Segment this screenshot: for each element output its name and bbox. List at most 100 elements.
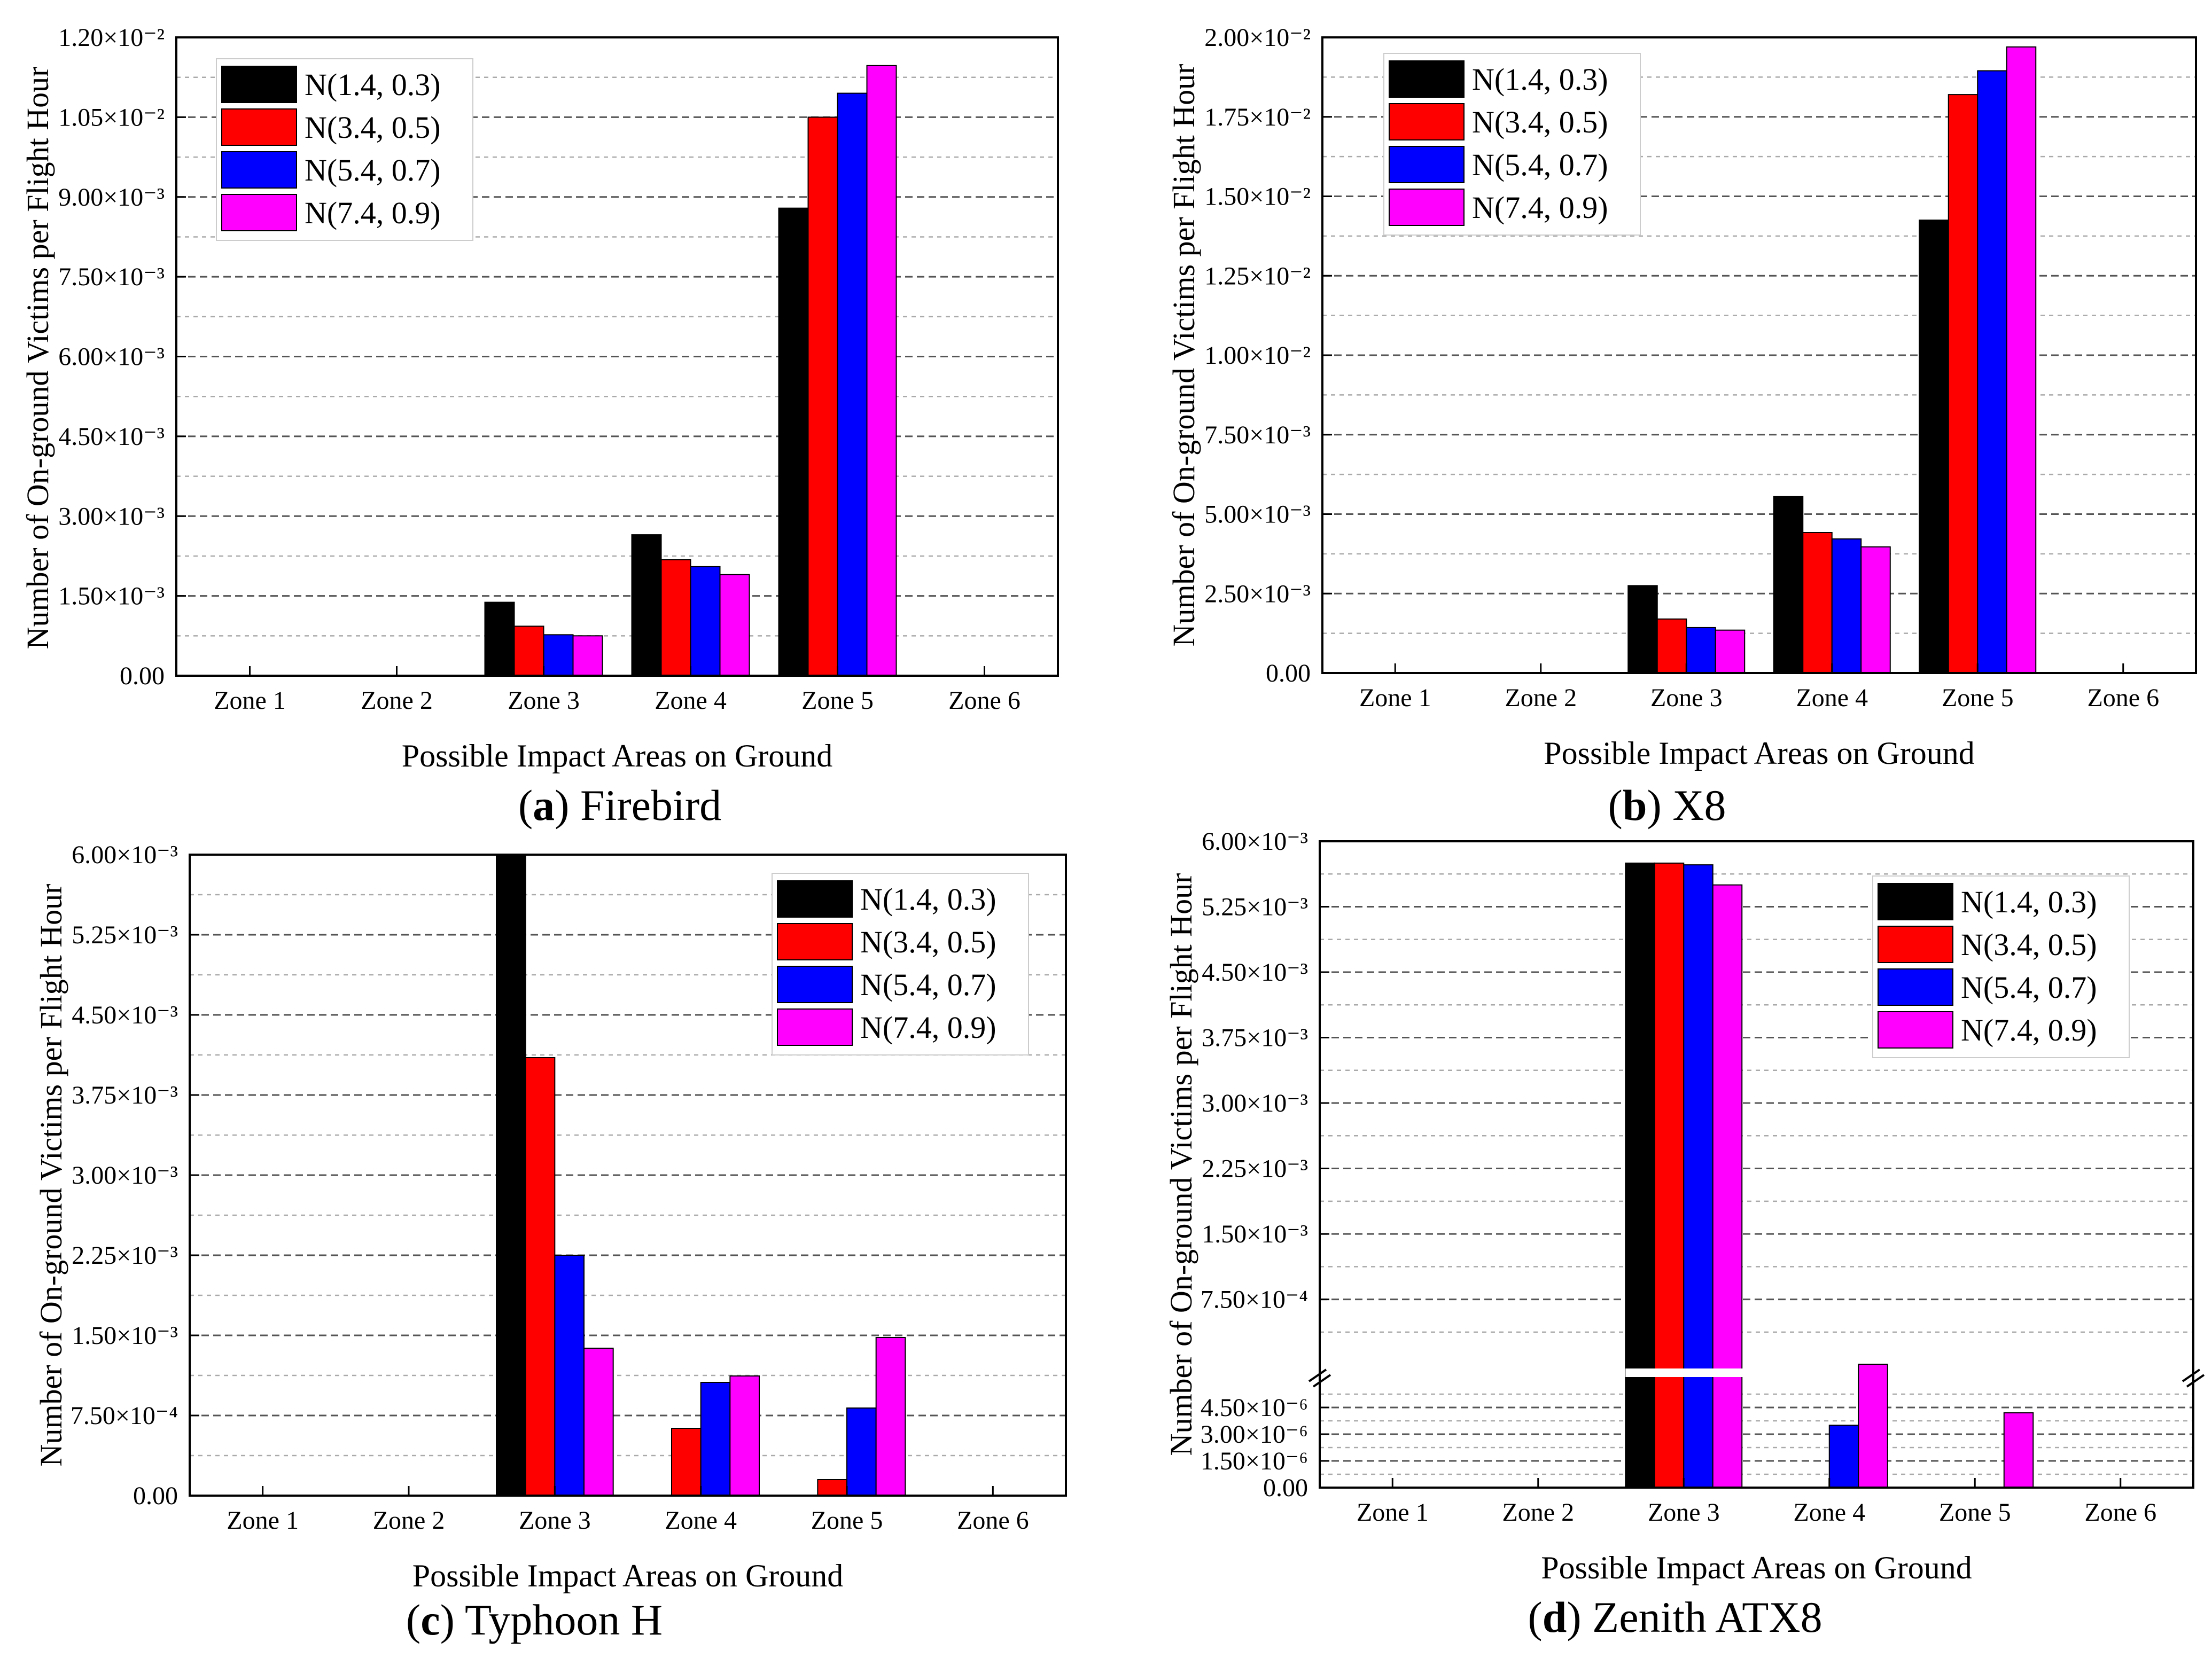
caption-paren: ) [1647,781,1672,830]
x-tick-label: Zone 4 [1793,1498,1865,1527]
bar-zone4-series-3 [1828,1425,1859,1488]
legend-swatch-2 [777,923,853,960]
legend-label-1: N(1.4, 0.3) [1472,62,1608,97]
y-tick-label: 3.75×10⁻³ [72,1081,178,1109]
legend-swatch-3 [1389,146,1465,183]
bars [1625,862,2034,1488]
bar-zone4-series-1 [631,534,662,677]
chart-panel-c: 0.00 7.50×10⁻⁴ 1.50×10⁻³ 2.25×10⁻³ 3.00×10⁻³… [34,841,1067,1644]
x-axis-label: Possible Impact Areas on Ground [1541,1550,1972,1585]
legend-label-3: N(5.4, 0.7) [305,153,441,187]
bar-zone3-series-2 [1656,618,1687,674]
x-tick-label: Zone 1 [227,1506,299,1535]
bar-zone3-series-1 [1625,862,1655,1488]
y-tick-label: 1.50×10⁻⁶ [1201,1447,1308,1475]
bar-zone3-series-4 [1715,629,1746,674]
y-tick-label: 5.25×10⁻³ [72,921,178,949]
legend-swatch-4 [221,194,297,231]
bar-zone5-series-1 [1919,220,1949,674]
y-tick-label: 0.00 [1266,659,1311,687]
bar-zone3-series-4 [583,1348,614,1496]
x-tick-label: Zone 4 [1796,684,1868,712]
legend: N(1.4, 0.3) N(3.4, 0.5) N(5.4, 0.7) N(7.4, … [1383,53,1641,236]
y-tick-label: 6.00×10⁻³ [72,841,178,869]
legend-swatch-3 [221,151,297,189]
y-tick-label: 4.50×10⁻³ [58,423,165,451]
x-tick-label: Zone 3 [1650,684,1723,712]
x-tick-label: Zone 3 [519,1506,591,1535]
chart-panel-d: 0.001.50×10⁻⁶3.00×10⁻⁶4.50×10⁻⁶ 7.50×10⁻⁴… [1164,827,2205,1641]
legend-swatch-2 [1389,103,1465,140]
x-tick-label: Zone 6 [2087,684,2159,712]
legend-swatch-2 [221,108,297,146]
caption-letter: a [533,781,555,830]
y-tick-label: 1.25×10⁻² [1204,262,1311,290]
y-tick-label: 4.50×10⁻³ [1202,958,1308,987]
x-tick-label: Zone 2 [1505,684,1577,712]
bar-zone5-series-4 [2006,46,2037,674]
y-tick-label: 2.25×10⁻³ [1202,1155,1308,1183]
bar-zone4-series-2 [671,1428,702,1496]
legend-swatch-1 [1878,883,1953,920]
caption-letter: b [1623,781,1647,830]
panel-caption: (b) X8 [1608,781,1726,830]
x-tick-label: Zone 5 [1939,1498,2011,1527]
axis-break-mark-left [1312,1374,1331,1388]
caption-letter: c [420,1596,440,1644]
bar-zone4-series-3 [690,566,721,676]
legend-label-3: N(5.4, 0.7) [1961,970,2097,1005]
caption-title: Typhoon H [465,1596,663,1644]
bar-zone3-series-3 [1686,627,1716,674]
y-tick-label: 0.00 [133,1482,178,1510]
x-tick-label: Zone 6 [948,686,1021,715]
legend-label-2: N(3.4, 0.5) [860,925,996,959]
bar-zone3-series-2 [1654,862,1685,1488]
bar-zone5-series-4 [2003,1412,2034,1488]
legend-swatch-4 [1878,1011,1953,1049]
legend-swatch-4 [777,1008,853,1046]
x-tick-label: Zone 5 [1942,684,2014,712]
y-tick-label: 1.05×10⁻² [58,103,165,131]
bar-zone3-series-1 [484,601,515,676]
bar-zone5-series-4 [875,1337,906,1496]
y-tick-label: 3.00×10⁻⁶ [1201,1420,1308,1449]
y-tick-label: 3.00×10⁻³ [58,502,165,530]
legend-label-2: N(3.4, 0.5) [1472,105,1608,139]
x-tick-label: Zone 3 [508,686,580,715]
legend-swatch-3 [1878,968,1953,1006]
legend-swatch-4 [1389,189,1465,226]
bar-zone5-series-3 [837,92,868,676]
bar-zone5-series-3 [846,1407,877,1496]
caption-title: Firebird [580,781,721,830]
legend-swatch-2 [1878,926,1953,963]
x-tick-label: Zone 5 [811,1506,883,1535]
legend-label-4: N(7.4, 0.9) [305,195,441,230]
legend-swatch-3 [777,966,853,1003]
legend-label-4: N(7.4, 0.9) [860,1010,996,1045]
x-tick-label: Zone 3 [1648,1498,1720,1527]
y-axis-label: Number of On-ground Victims per Flight H… [1164,873,1198,1456]
caption-letter: d [1543,1593,1567,1641]
x-tick-label: Zone 2 [373,1506,445,1535]
axis-break-mark-right [2186,1374,2205,1388]
bar-zone4-series-2 [660,559,691,676]
legend-label-3: N(5.4, 0.7) [1472,147,1608,182]
legend-label-1: N(1.4, 0.3) [1961,885,2097,919]
legend: N(1.4, 0.3) N(3.4, 0.5) N(5.4, 0.7) N(7.4, … [1872,875,2130,1058]
y-tick-label: 0.00 [1263,1474,1308,1502]
caption-paren: ( [406,1596,420,1644]
y-tick-label: 7.50×10⁻⁴ [1201,1286,1308,1314]
bar-zone4-series-2 [1802,532,1833,674]
legend-label-4: N(7.4, 0.9) [1472,190,1608,225]
y-tick-label: 1.00×10⁻² [1204,341,1311,370]
bar-zone3-series-4 [572,635,603,676]
y-tick-label: 2.25×10⁻³ [72,1241,178,1270]
caption-title: Zenith ATX8 [1592,1593,1822,1641]
y-tick-label: 9.00×10⁻³ [58,183,165,212]
y-tick-label: 3.75×10⁻³ [1202,1024,1308,1052]
y-tick-label: 3.00×10⁻³ [1202,1089,1308,1117]
y-axis-label: Number of On-ground Victims per Flight H… [1166,64,1201,647]
bar-zone4-series-3 [700,1382,731,1496]
y-tick-label: 4.50×10⁻⁶ [1201,1394,1308,1422]
